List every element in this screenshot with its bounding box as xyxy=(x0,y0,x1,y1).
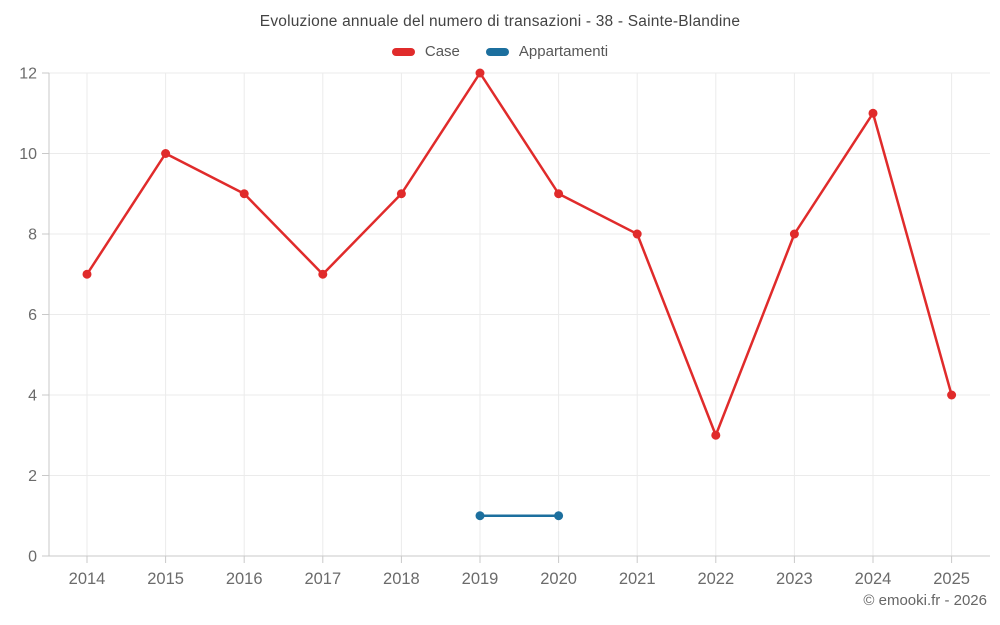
y-tick-label: 6 xyxy=(28,307,37,324)
x-tick-label: 2022 xyxy=(697,570,734,588)
chart-legend: Case Appartamenti xyxy=(0,43,1000,60)
x-tick-label: 2015 xyxy=(147,570,184,588)
data-point-case[interactable] xyxy=(554,189,564,199)
x-tick-label: 2023 xyxy=(776,570,813,588)
y-tick-label: 4 xyxy=(28,388,37,405)
data-point-case[interactable] xyxy=(82,269,92,279)
data-point-case[interactable] xyxy=(475,68,485,78)
y-tick-label: 0 xyxy=(28,549,37,566)
x-tick-label: 2014 xyxy=(69,570,106,588)
legend-swatch xyxy=(391,47,415,56)
legend-swatch xyxy=(485,47,509,56)
data-point-case[interactable] xyxy=(632,229,642,239)
x-tick-label: 2017 xyxy=(304,570,341,588)
series-line-case xyxy=(85,71,953,437)
chart-title: Evoluzione annuale del numero di transaz… xyxy=(259,13,741,30)
x-tick-label: 2018 xyxy=(383,570,420,588)
data-point-appartamenti[interactable] xyxy=(475,511,485,521)
x-tick-label: 2020 xyxy=(540,570,577,588)
data-point-case[interactable] xyxy=(161,149,171,158)
x-tick-label: 2025 xyxy=(933,570,970,588)
data-point-appartamenti[interactable] xyxy=(554,511,564,521)
x-tick-label: 2016 xyxy=(226,570,263,588)
legend-label: Appartamenti xyxy=(518,43,609,60)
data-point-case[interactable] xyxy=(711,430,721,440)
data-point-case[interactable] xyxy=(947,390,957,400)
x-tick-label: 2021 xyxy=(619,570,656,588)
legend-item-appartamenti[interactable]: Appartamenti xyxy=(485,43,609,60)
y-tick-label: 8 xyxy=(28,227,37,244)
x-tick-label: 2024 xyxy=(855,570,892,588)
data-point-case[interactable] xyxy=(396,189,406,199)
legend-item-case[interactable]: Case xyxy=(391,43,460,60)
data-point-case[interactable] xyxy=(239,189,249,199)
legend-label: Case xyxy=(424,43,460,60)
y-tick-label: 12 xyxy=(19,66,37,83)
x-tick-label: 2019 xyxy=(462,570,499,588)
data-point-case[interactable] xyxy=(789,229,799,239)
y-tick-label: 2 xyxy=(28,468,37,485)
y-tick-label: 10 xyxy=(19,146,37,163)
data-point-case[interactable] xyxy=(318,269,328,279)
credit-text: © emooki.fr - 2026 xyxy=(863,592,987,609)
data-point-case[interactable] xyxy=(868,108,878,118)
